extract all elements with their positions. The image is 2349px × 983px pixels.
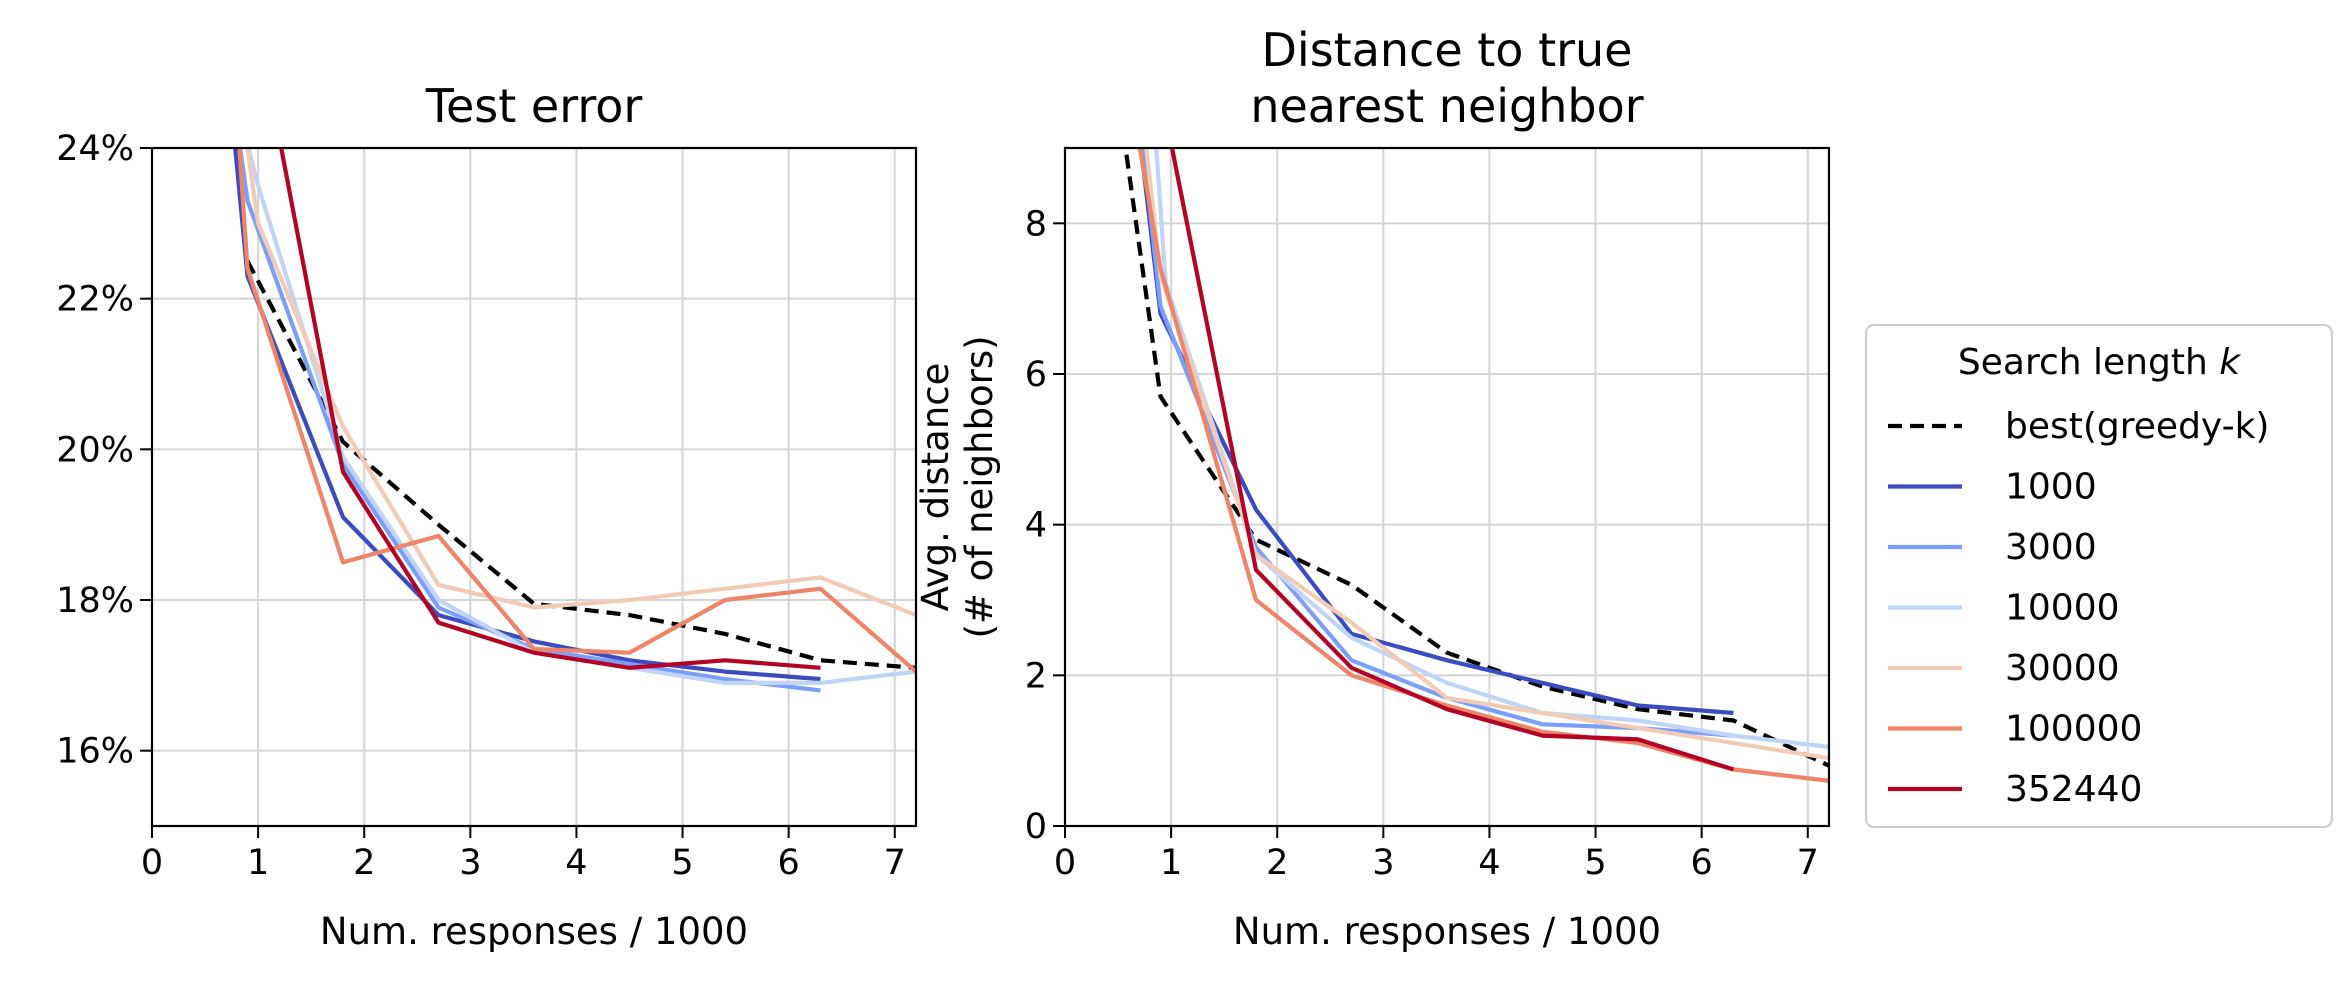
test-error-panel: Test error 0 1 2 3 4 5 6 7 16% 18% 20% 22% 24% Num.…	[56, 79, 918, 953]
distance-panel: Distance to true nearest neighbor 0 1 2 3 4 5…	[914, 23, 1831, 953]
series-line-100000	[237, 148, 916, 674]
distance-title-line-2: nearest neighbor	[1250, 79, 1643, 133]
x-tick-label: 5	[671, 843, 693, 883]
series-line-30000	[1144, 148, 1829, 761]
y-tick-label: 6	[1025, 355, 1047, 395]
legend-label: 30000	[2005, 648, 2120, 689]
legend-items: best(greedy-k) 1000 3000 10000 30000 100000 35…	[1888, 406, 2269, 810]
test-error-x-ticks: 0 1 2 3 4 5 6 7	[141, 826, 906, 883]
y-tick-label: 18%	[56, 581, 134, 621]
legend: Search length k best(greedy-k) 1000 3000 10…	[1865, 324, 2333, 828]
x-tick-label: 2	[1266, 843, 1288, 883]
distance-y-ticks: 0 2 4 6 8	[1025, 204, 1065, 847]
distance-axes-frame	[1063, 146, 1831, 828]
distance-x-label: Num. responses / 1000	[1233, 910, 1661, 953]
x-tick-label: 4	[1478, 843, 1500, 883]
legend-label: best(greedy-k)	[2005, 406, 2269, 447]
x-tick-label: 3	[1372, 843, 1394, 883]
series-line-100000	[1137, 148, 1829, 783]
legend-box	[1865, 324, 2333, 828]
test-error-x-label: Num. responses / 1000	[320, 910, 748, 953]
x-tick-label: 1	[247, 843, 269, 883]
test-error-y-ticks: 16% 18% 20% 22% 24%	[56, 129, 152, 772]
y-tick-label: 16%	[56, 732, 134, 772]
distance-y-label-line-2: (# of neighbors)	[958, 335, 1001, 638]
distance-x-ticks: 0 1 2 3 4 5 6 7	[1054, 826, 1819, 883]
y-tick-label: 4	[1025, 506, 1047, 546]
test-error-axes-frame	[150, 146, 918, 828]
legend-label: 3000	[2005, 527, 2097, 568]
legend-title-var: k	[2219, 342, 2242, 383]
x-tick-label: 2	[353, 843, 375, 883]
x-tick-label: 0	[141, 843, 163, 883]
legend-label: 1000	[2005, 467, 2097, 508]
series-line-352440	[279, 148, 821, 670]
y-tick-label: 8	[1025, 204, 1047, 244]
legend-label: 352440	[2005, 769, 2142, 810]
y-tick-label: 22%	[56, 280, 134, 320]
x-tick-label: 0	[1054, 843, 1076, 883]
x-tick-label: 4	[565, 843, 587, 883]
legend-label: 100000	[2005, 709, 2142, 750]
series-line-352440	[1169, 148, 1735, 772]
distance-y-label-line-1: Avg. distance	[914, 363, 957, 612]
series-line-10000	[246, 148, 916, 686]
x-tick-label: 7	[1797, 843, 1819, 883]
x-tick-label: 6	[778, 843, 800, 883]
legend-title-text: Search length	[1958, 342, 2219, 383]
legend-label: 10000	[2005, 588, 2120, 629]
legend-title: Search length k	[1958, 342, 2242, 383]
series-line-10000	[1154, 148, 1829, 749]
y-tick-label: 20%	[56, 430, 134, 470]
x-tick-label: 6	[1691, 843, 1713, 883]
distance-series	[1123, 148, 1829, 783]
series-line-30000	[245, 148, 916, 618]
distance-y-label: Avg. distance (# of neighbors)	[914, 335, 1001, 638]
x-tick-label: 5	[1584, 843, 1606, 883]
distance-title-line-1: Distance to true	[1262, 23, 1633, 77]
distance-grid	[1064, 148, 1829, 827]
x-tick-label: 7	[884, 843, 906, 883]
x-tick-label: 3	[459, 843, 481, 883]
y-tick-label: 0	[1025, 807, 1047, 847]
series-line-best(greedy-k)	[1123, 148, 1829, 768]
y-tick-label: 24%	[56, 129, 134, 169]
y-tick-label: 2	[1025, 656, 1047, 696]
test-error-series	[233, 148, 916, 693]
x-tick-label: 1	[1160, 843, 1182, 883]
test-error-title: Test error	[425, 79, 643, 133]
